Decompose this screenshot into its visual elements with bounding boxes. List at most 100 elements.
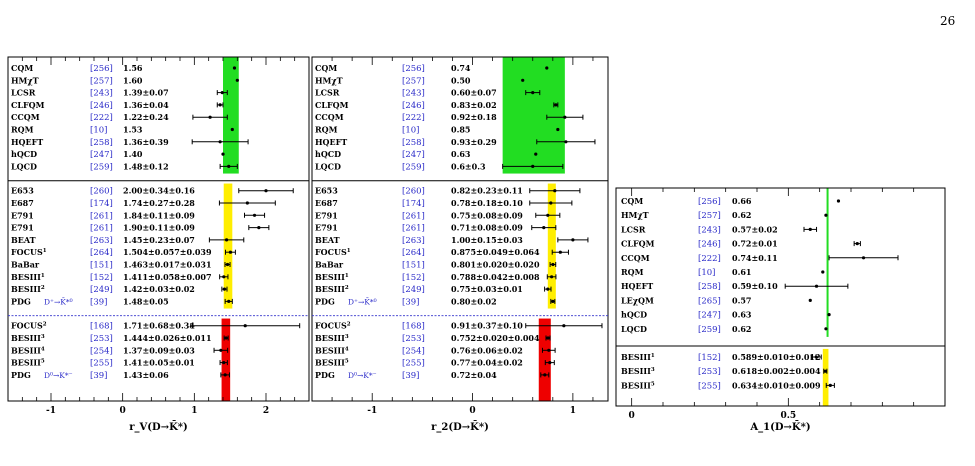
- row-label: BESIII5: [315, 358, 349, 368]
- row-value: 1.90±0.11±0.09: [123, 223, 195, 233]
- band-neutral: [538, 318, 551, 401]
- data-point: [861, 256, 866, 260]
- row-label: PDG: [11, 296, 31, 306]
- x-axis-label: r_2(D→K̄*): [431, 421, 489, 433]
- row-ref: [265]: [698, 296, 721, 306]
- row-label-sup: 1: [651, 353, 655, 359]
- row-label: PDG: [315, 370, 335, 380]
- row-label: E687: [315, 198, 338, 208]
- row-label: hQCD: [315, 149, 341, 159]
- row-ref: [10]: [698, 268, 715, 278]
- row-label: BESIII5: [621, 380, 655, 390]
- data-point: [556, 127, 560, 132]
- row-label: CCQM: [315, 112, 344, 122]
- row-ref: [253]: [90, 334, 113, 344]
- row-ref: [256]: [90, 64, 113, 74]
- data-point: [221, 152, 225, 156]
- row-label-sup: 2: [41, 285, 45, 291]
- row-ref: [39]: [90, 371, 107, 381]
- row-value: 0.85: [451, 125, 470, 135]
- row-label-sup: 1: [347, 248, 351, 254]
- row-ref: [39]: [402, 371, 419, 381]
- band-theory: [826, 188, 829, 337]
- data-point: [252, 213, 257, 217]
- data-point: [564, 140, 568, 144]
- band-charged: [547, 183, 556, 309]
- x-tick-label: 1: [570, 406, 576, 416]
- decay-mode: D⁰→K*⁻: [44, 371, 73, 380]
- row-label: CQM: [11, 63, 33, 73]
- row-label: LCSR: [11, 88, 36, 98]
- row-label: BESIII4: [315, 345, 349, 355]
- data-point: [828, 383, 832, 387]
- row-value: 0.63: [732, 310, 752, 320]
- row-ref: [257]: [698, 211, 721, 221]
- row-label-sup: 2: [43, 322, 47, 328]
- row-value: 0.83±0.02: [451, 100, 497, 110]
- row-ref: [259]: [698, 325, 721, 335]
- row-label: BESIII3: [315, 333, 349, 343]
- row-ref: [260]: [402, 187, 425, 197]
- row-label-sup: 1: [41, 273, 45, 279]
- data-point: [534, 152, 538, 156]
- data-point: [824, 327, 828, 331]
- row-ref: [247]: [698, 311, 721, 321]
- row-ref: [254]: [90, 346, 113, 356]
- row-value: 1.56: [123, 63, 143, 73]
- row-value: 1.37±0.09±0.03: [123, 345, 195, 355]
- row-value: 1.40: [123, 149, 143, 159]
- row-label-sup: 5: [651, 381, 655, 387]
- row-label: hQCD: [621, 310, 647, 320]
- row-ref: [246]: [90, 101, 113, 111]
- row-value: 0.634±0.010±0.009: [732, 380, 821, 390]
- row-label: BESIII4: [11, 345, 45, 355]
- band-experiment: [822, 348, 829, 406]
- decay-mode: D⁺→K̄*⁰: [348, 297, 377, 306]
- row-value: 1.60: [123, 75, 143, 85]
- row-value: 0.71±0.08±0.09: [451, 223, 523, 233]
- row-value: 1.444±0.026±0.011: [123, 333, 212, 343]
- data-point: [543, 373, 547, 377]
- row-ref: [254]: [402, 346, 425, 356]
- row-label-sup: 5: [345, 359, 349, 365]
- data-point: [542, 226, 546, 230]
- row-ref: [253]: [402, 334, 425, 344]
- row-ref: [263]: [90, 236, 113, 246]
- x-tick-label: 0.5: [780, 411, 796, 421]
- row-value: 1.22±0.24: [123, 112, 169, 122]
- data-point: [545, 66, 549, 70]
- row-label: E791: [11, 223, 34, 233]
- row-ref: [168]: [402, 322, 425, 332]
- data-point: [546, 287, 550, 291]
- row-value: 1.43±0.06: [123, 370, 169, 380]
- data-point: [549, 201, 553, 205]
- row-value: 1.71±0.68±0.34: [123, 321, 195, 331]
- row-value: 0.74±0.11: [732, 253, 778, 263]
- row-label: CCQM: [621, 253, 650, 263]
- row-label: PDG: [11, 370, 31, 380]
- row-label: HMχT: [11, 75, 39, 85]
- row-label: HMχT: [315, 75, 343, 85]
- x-tick-label: 0: [629, 411, 635, 421]
- data-point: [225, 262, 230, 267]
- row-value: 0.63: [451, 149, 471, 159]
- row-label: RQM: [621, 267, 644, 277]
- row-ref: [264]: [90, 248, 113, 258]
- row-ref: [264]: [402, 248, 425, 258]
- row-ref: [256]: [402, 64, 425, 74]
- row-value: 0.66: [732, 196, 752, 206]
- row-value: 0.60±0.07: [451, 88, 497, 98]
- data-point: [550, 275, 554, 279]
- row-ref: [39]: [90, 297, 107, 307]
- row-ref: [247]: [90, 150, 113, 160]
- row-value: 0.50: [451, 75, 471, 85]
- row-ref: [222]: [698, 254, 721, 264]
- row-label: LCSR: [621, 224, 646, 234]
- row-ref: [10]: [90, 126, 107, 136]
- row-value: 2.00±0.34±0.16: [123, 186, 195, 196]
- row-ref: [222]: [90, 113, 113, 123]
- plot-frame: [615, 187, 946, 407]
- data-point: [531, 91, 535, 95]
- row-label: HQEFT: [315, 137, 347, 147]
- row-value: 0.62: [732, 324, 751, 334]
